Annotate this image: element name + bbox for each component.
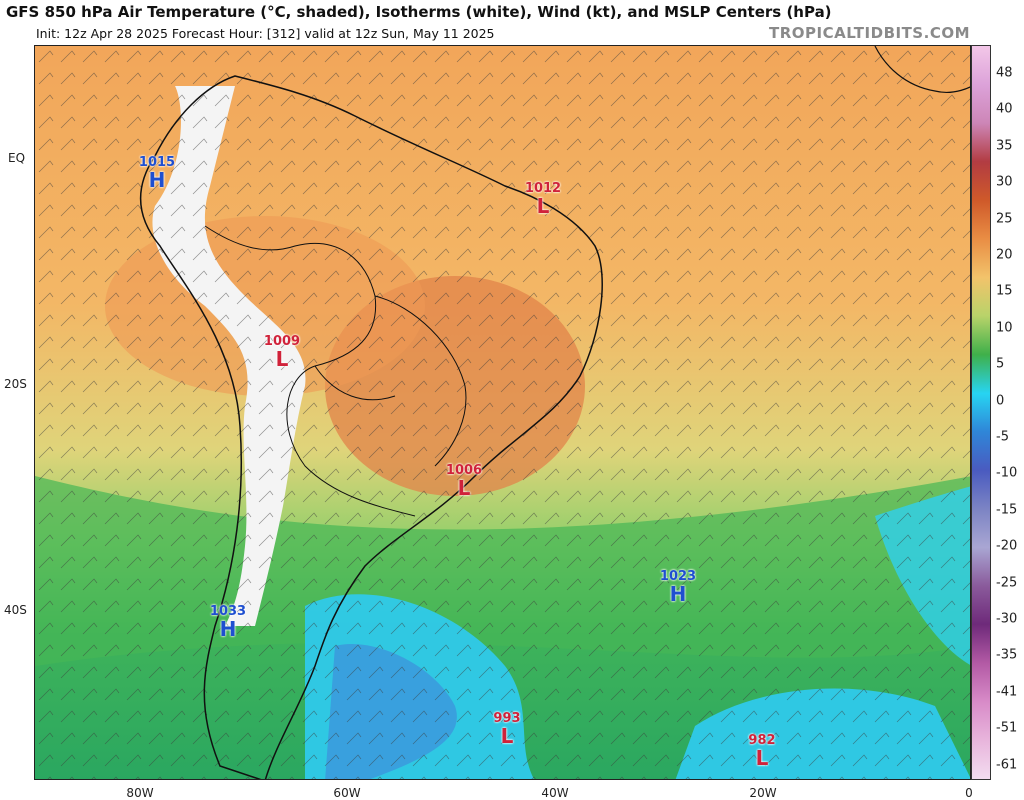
pressure-value: 1033	[209, 604, 247, 619]
weather-map[interactable]	[34, 45, 971, 780]
pressure-letter: H	[669, 582, 687, 606]
map-canvas	[35, 46, 970, 779]
lon-label-40w: 40W	[541, 786, 569, 800]
colorbar-tick-label: -10	[996, 465, 1018, 481]
lon-label-60w: 60W	[333, 786, 361, 800]
pressure-center-high: 1023 H	[660, 570, 696, 605]
colorbar-tick-label: -20	[996, 538, 1018, 554]
pressure-center-low: 1012 L	[525, 182, 561, 217]
pressure-letter: H	[219, 617, 237, 641]
lat-label-40s: 40S	[4, 603, 27, 617]
colorbar-tick-label: -25	[996, 575, 1018, 591]
pressure-value: 1012	[524, 181, 562, 196]
map-title: GFS 850 hPa Air Temperature (°C, shaded)…	[6, 3, 832, 21]
lon-label-20w: 20W	[749, 786, 777, 800]
temperature-colorbar	[971, 45, 991, 780]
lon-label-0: 0	[965, 786, 973, 800]
pressure-center-high: 1033 H	[210, 605, 246, 640]
colorbar-tick-label: 20	[996, 247, 1013, 263]
lat-label-20s: 20S	[4, 377, 27, 391]
pressure-center-low: 993 L	[493, 712, 520, 747]
pressure-center-low: 1009 L	[264, 335, 300, 370]
colorbar-tick-label: -35	[996, 647, 1018, 663]
pressure-value: 982	[748, 733, 776, 748]
pressure-value: 1006	[445, 463, 483, 478]
colorbar-tick-label: -61	[996, 757, 1018, 773]
colorbar-tick-label: 0	[996, 393, 1005, 409]
wind-barbs	[35, 46, 970, 779]
pressure-center-low: 982 L	[748, 734, 775, 769]
pressure-letter: L	[536, 194, 550, 218]
pressure-letter: H	[148, 168, 166, 192]
pressure-value: 1009	[263, 334, 301, 349]
africa-coastline	[874, 46, 970, 93]
pressure-value: 1023	[659, 569, 697, 584]
pressure-value: 993	[493, 711, 521, 726]
colorbar-tick-label: -51	[996, 720, 1018, 736]
pressure-letter: L	[755, 746, 769, 770]
pressure-letter: L	[275, 347, 289, 371]
pressure-value: 1015	[138, 155, 176, 170]
colorbar-tick-label: 40	[996, 101, 1013, 117]
lon-label-80w: 80W	[126, 786, 154, 800]
colorbar-tick-label: 5	[996, 356, 1005, 372]
country-borders	[204, 225, 467, 517]
colorbar-tick-label: -41	[996, 684, 1018, 700]
pressure-letter: L	[500, 724, 514, 748]
colorbar-tick-label: 30	[996, 174, 1013, 190]
colorbar-tick-label: 25	[996, 211, 1013, 227]
brand-watermark: TROPICALTIDBITS.COM	[769, 24, 970, 42]
colorbar-tick-label: -15	[996, 502, 1018, 518]
colorbar-tick-label: -30	[996, 611, 1018, 627]
colorbar-tick-label: 48	[996, 65, 1013, 81]
colorbar-tick-label: 15	[996, 283, 1013, 299]
pressure-center-high: 1015 H	[139, 156, 175, 191]
colorbar-tick-label: -5	[996, 429, 1009, 445]
colorbar-tick-label: 10	[996, 320, 1013, 336]
lat-label-eq: EQ	[8, 151, 26, 165]
south-america-coastline	[139, 75, 603, 779]
pressure-center-low: 1006 L	[446, 464, 482, 499]
pressure-letter: L	[457, 476, 471, 500]
colorbar-tick-label: 35	[996, 138, 1013, 154]
map-subtitle: Init: 12z Apr 28 2025 Forecast Hour: [31…	[36, 26, 495, 41]
